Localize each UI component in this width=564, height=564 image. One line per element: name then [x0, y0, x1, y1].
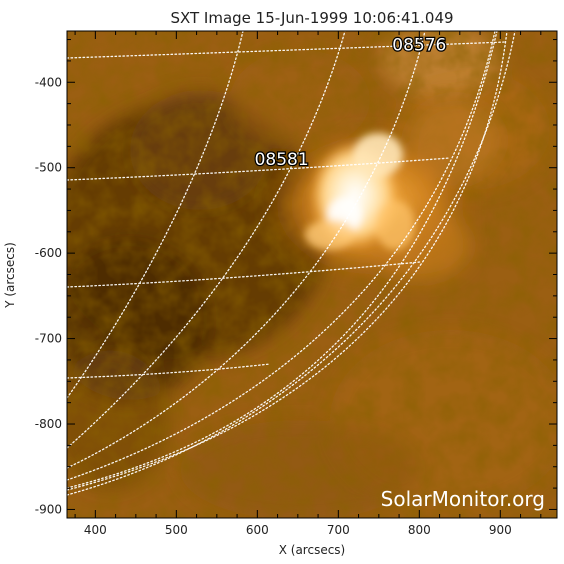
x-tick-label: 600: [246, 523, 269, 537]
axis-ticks: 400 500 600 700 800 900 -400 -500 -600 -700 -800 -9…: [35, 31, 557, 537]
heliographic-grid: [67, 31, 516, 496]
y-tick-label: -800: [35, 417, 62, 431]
longitude-line: [67, 31, 244, 399]
latitude-line: [67, 41, 506, 59]
latitude-line: [67, 363, 271, 379]
latitude-line: [67, 261, 421, 288]
x-axis-label: X (arcsecs): [279, 543, 346, 557]
latitude-line: [67, 157, 451, 181]
longitude-line: [67, 31, 346, 449]
x-tick-label: 400: [84, 523, 107, 537]
y-tick-label: -700: [35, 332, 62, 346]
y-axis-label: Y (arcsecs): [3, 242, 17, 309]
y-tick-label: -400: [35, 75, 62, 89]
x-tick-label: 700: [327, 523, 350, 537]
limb-line: [67, 31, 498, 489]
longitude-line: [67, 31, 508, 491]
sxt-image: [67, 31, 557, 518]
limb-line: [67, 31, 516, 496]
active-region-label: 08581: [255, 150, 309, 170]
y-tick-label: -600: [35, 246, 62, 260]
region-labels: 08576 08581: [253, 34, 447, 171]
plot-title: SXT Image 15-Jun-1999 10:06:41.049: [170, 9, 453, 27]
x-tick-label: 900: [489, 523, 512, 537]
y-tick-label: -500: [35, 161, 62, 175]
active-region-label: 08576: [392, 36, 446, 56]
longitude-line: [67, 31, 426, 469]
longitude-line: [67, 31, 496, 481]
x-tick-label: 500: [165, 523, 188, 537]
y-tick-label: -900: [35, 502, 62, 516]
x-tick-label: 800: [408, 523, 431, 537]
watermark-text: SolarMonitor.org: [381, 487, 545, 511]
